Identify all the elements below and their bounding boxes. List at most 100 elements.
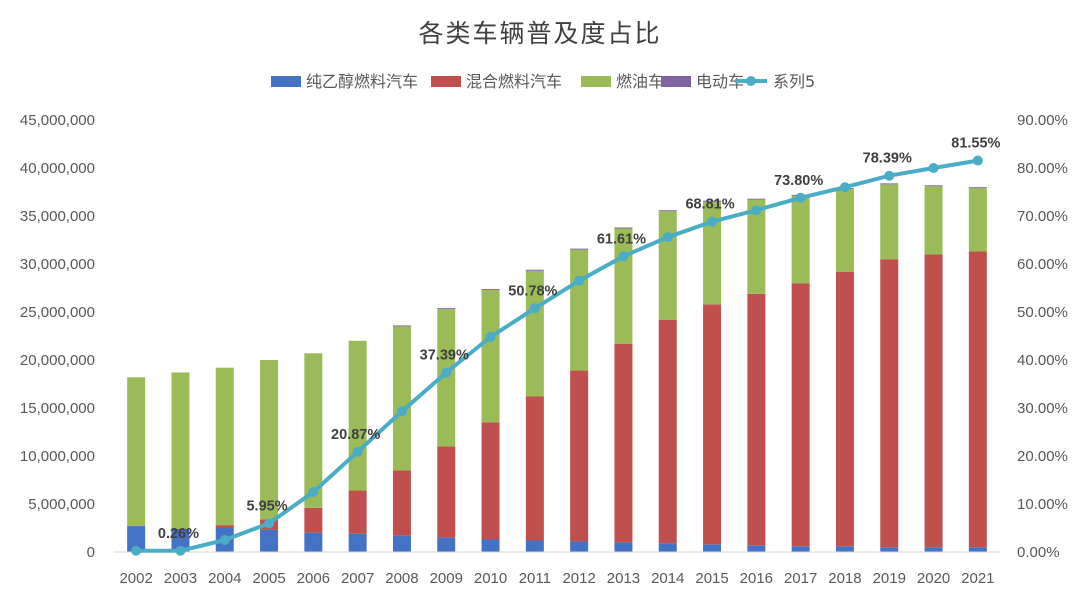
line-data-label: 61.61% <box>597 231 646 247</box>
bar-series <box>127 183 987 552</box>
bar-segment <box>703 200 722 202</box>
line-point <box>175 545 186 556</box>
line-data-label: 73.80% <box>774 173 823 189</box>
bar-segment <box>525 540 544 552</box>
y-axis-right: 0.00% 10.00% 20.00% 30.00% 40.00% 50.00% 60.00… <box>1017 112 1068 561</box>
x-axis: 2002 2003 2004 2005 2006 2007 2008 2009 2010 2011… <box>119 570 994 587</box>
x-tick-label: 2002 <box>119 570 152 587</box>
bar-segment <box>171 372 190 529</box>
bar-segment <box>392 470 411 536</box>
bar-segment <box>525 269 544 271</box>
x-tick-label: 2014 <box>651 570 684 587</box>
line-data-label: 78.39% <box>863 151 912 167</box>
bar-segment <box>392 326 411 471</box>
bar-segment <box>614 343 633 543</box>
x-tick-label: 2020 <box>917 570 950 587</box>
bar-segment <box>171 528 190 552</box>
bar-segment <box>791 195 810 284</box>
bar-segment <box>348 533 367 552</box>
bar-segment <box>703 544 722 552</box>
bar-segment <box>570 249 589 371</box>
bar-segment <box>747 293 766 546</box>
line-point <box>131 545 142 556</box>
bar-segment <box>215 525 234 528</box>
y-axis-left: 0 5,000,000 10,000,000 15,000,000 20,000,000… <box>20 112 95 561</box>
bar-segment <box>392 325 411 327</box>
bar-segment <box>304 507 323 533</box>
bar-segment <box>570 248 589 250</box>
y-left-tick-label: 20,000,000 <box>20 352 95 369</box>
bar-segment <box>835 271 854 547</box>
bar-segment <box>968 188 987 252</box>
bar-segment <box>835 546 854 552</box>
x-tick-label: 2019 <box>873 570 906 587</box>
line-data-label: 37.39% <box>420 348 469 364</box>
legend: 纯乙醇燃料汽车 混合燃料汽车 燃油车 电动车 系列5 <box>271 72 815 91</box>
y-right-tick-label: 80.00% <box>1017 160 1068 177</box>
x-tick-label: 2016 <box>740 570 773 587</box>
legend-label: 系列5 <box>773 72 815 91</box>
bar-segment <box>481 539 500 552</box>
bar-segment <box>924 547 943 552</box>
x-tick-label: 2011 <box>519 570 551 587</box>
y-left-tick-label: 35,000,000 <box>20 208 95 225</box>
bar-segment <box>880 259 899 548</box>
x-tick-label: 2012 <box>562 570 595 587</box>
bar-segment <box>880 183 899 185</box>
bar-segment <box>880 547 899 552</box>
legend-point-marker <box>746 76 756 86</box>
line-point <box>884 170 895 181</box>
line-point <box>352 446 363 457</box>
x-tick-label: 2018 <box>828 570 861 587</box>
bar-segment <box>658 211 677 320</box>
bar-segment <box>835 189 854 272</box>
y-right-tick-label: 40.00% <box>1017 352 1068 369</box>
data-labels: 0.26% 5.95% 20.87% 37.39% 50.78% 61.61% 68.81%… <box>158 136 1001 542</box>
x-tick-label: 2008 <box>385 570 418 587</box>
legend-label: 电动车 <box>696 72 744 91</box>
bar-segment <box>791 283 810 547</box>
bar-segment <box>880 184 899 260</box>
bar-segment <box>703 304 722 545</box>
bar-segment <box>570 370 589 542</box>
line-data-label: 0.26% <box>158 526 199 542</box>
line-point <box>264 518 275 529</box>
bar-segment <box>525 270 544 397</box>
legend-label: 纯乙醇燃料汽车 <box>306 72 418 91</box>
bar-segment <box>525 396 544 541</box>
y-left-tick-label: 15,000,000 <box>20 400 95 417</box>
line-point <box>751 205 762 216</box>
x-tick-label: 2013 <box>607 570 640 587</box>
line-point <box>485 331 496 342</box>
bar-segment <box>304 532 323 552</box>
line-data-label: 5.95% <box>246 498 287 514</box>
bar-segment <box>215 367 234 526</box>
x-tick-label: 2006 <box>297 570 330 587</box>
y-left-tick-label: 25,000,000 <box>20 304 95 321</box>
x-tick-label: 2003 <box>164 570 197 587</box>
line-series <box>131 155 983 556</box>
y-left-tick-label: 30,000,000 <box>20 256 95 273</box>
bar-segment <box>924 186 943 255</box>
bar-segment <box>392 535 411 552</box>
line-point <box>529 303 540 314</box>
chart-title: 各类车辆普及度占比 <box>418 19 661 48</box>
y-right-tick-label: 70.00% <box>1017 208 1068 225</box>
line-point <box>707 216 718 227</box>
legend-swatch <box>431 76 461 87</box>
x-tick-label: 2021 <box>961 570 994 587</box>
line-point <box>219 535 230 545</box>
line-point <box>396 406 407 417</box>
bar-segment <box>570 541 589 552</box>
bar-segment <box>348 340 367 491</box>
y-right-tick-label: 30.00% <box>1017 400 1068 417</box>
line-data-label: 68.81% <box>685 197 734 213</box>
bar-segment <box>791 546 810 552</box>
bar-segment <box>304 353 323 508</box>
legend-swatch <box>271 76 301 87</box>
line-point <box>308 487 319 497</box>
bar-segment <box>437 446 456 538</box>
y-left-tick-label: 40,000,000 <box>20 160 95 177</box>
line-point <box>574 275 585 286</box>
